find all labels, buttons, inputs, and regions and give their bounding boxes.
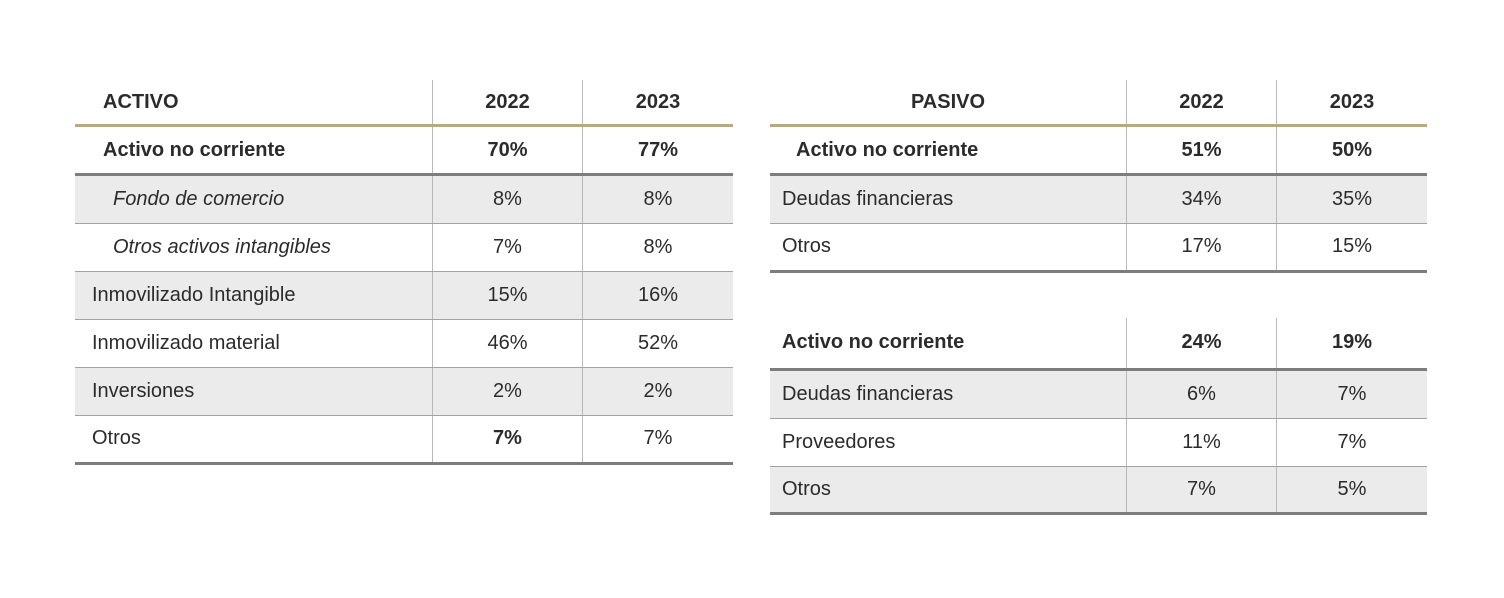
- value-2022: 7%: [1127, 466, 1277, 512]
- value-2022: 2%: [433, 368, 583, 415]
- activo-table-title: ACTIVO: [75, 80, 433, 124]
- value-2023: 19%: [1331, 331, 1373, 354]
- value-2023: 8%: [643, 188, 673, 210]
- activo-header-row: ACTIVO 2022 2023: [75, 80, 733, 127]
- value-2022: 8%: [433, 176, 583, 223]
- value-2022: 11%: [1127, 418, 1277, 466]
- table-row: Deudas financieras 6% 7%: [770, 370, 1427, 419]
- value-2023: 7%: [643, 427, 673, 450]
- column-header-2023: 2023: [1329, 90, 1375, 113]
- table-row: Otros 17% 15%: [770, 224, 1427, 273]
- pasivo-table-title: PASIVO: [770, 80, 1127, 124]
- row-label: Fondo de comercio: [75, 176, 433, 223]
- table-row: Inversiones 2% 2%: [75, 368, 733, 416]
- row-label: Inmovilizado Intangible: [75, 272, 433, 319]
- value-2022: 46%: [433, 320, 583, 367]
- row-label: Deudas financieras: [770, 370, 1127, 418]
- value-2022: 34%: [1127, 176, 1277, 223]
- row-label: Activo no corriente: [770, 127, 1127, 173]
- table-row: Otros 7% 7%: [75, 416, 733, 465]
- value-2022: 70%: [433, 127, 583, 173]
- row-label: Activo no corriente: [75, 127, 433, 173]
- value-2022: 6%: [1127, 370, 1277, 418]
- value-2023: 2%: [643, 380, 673, 402]
- value-2023: 35%: [1331, 188, 1373, 210]
- pasivo-table: PASIVO 2022 2023 Activo no corriente 51%…: [770, 80, 1427, 515]
- table-row: Deudas financieras 34% 35%: [770, 176, 1427, 224]
- pasivo-header-row: PASIVO 2022 2023: [770, 80, 1427, 127]
- row-label: Activo no corriente: [770, 318, 1127, 368]
- value-2022: 15%: [433, 272, 583, 319]
- column-header-2022: 2022: [433, 80, 583, 124]
- row-label: Inmovilizado material: [75, 320, 433, 367]
- row-label: Otros activos intangibles: [75, 224, 433, 271]
- value-2023: 77%: [637, 138, 679, 161]
- column-header-2022: 2022: [1127, 80, 1277, 124]
- table-row: Proveedores 11% 7%: [770, 418, 1427, 467]
- row-label: Otros: [770, 224, 1127, 270]
- table-row: Activo no corriente 24% 19%: [770, 318, 1427, 371]
- value-2023: 8%: [643, 236, 673, 258]
- table-row: Otros 7% 5%: [770, 466, 1427, 515]
- value-2023: 52%: [637, 332, 679, 354]
- value-2023: 16%: [637, 284, 679, 306]
- value-2022: 17%: [1127, 224, 1277, 270]
- column-header-2023: 2023: [635, 90, 681, 113]
- table-row: Otros activos intangibles 7% 8%: [75, 224, 733, 272]
- value-2022: 24%: [1127, 318, 1277, 368]
- table-row: Inmovilizado Intangible 15% 16%: [75, 272, 733, 320]
- value-2023: 7%: [1337, 382, 1367, 405]
- table-row: Activo no corriente 51% 50%: [770, 127, 1427, 176]
- value-2022: 7%: [433, 224, 583, 271]
- activo-table: ACTIVO 2022 2023 Activo no corriente 70%…: [75, 80, 733, 465]
- section-gap: [770, 272, 1427, 318]
- value-2023: 15%: [1331, 235, 1373, 258]
- value-2023: 7%: [1337, 430, 1367, 453]
- table-row: Inmovilizado material 46% 52%: [75, 320, 733, 368]
- value-2023: 5%: [1337, 477, 1367, 500]
- row-label: Otros: [770, 466, 1127, 512]
- row-label: Inversiones: [75, 368, 433, 415]
- table-row: Activo no corriente 70% 77%: [75, 127, 733, 176]
- value-2023: 50%: [1331, 138, 1373, 161]
- table-row: Fondo de comercio 8% 8%: [75, 176, 733, 224]
- row-label: Proveedores: [770, 418, 1127, 466]
- row-label: Otros: [75, 416, 433, 462]
- row-label: Deudas financieras: [770, 176, 1127, 223]
- value-2022: 7%: [433, 416, 583, 462]
- value-2022: 51%: [1127, 127, 1277, 173]
